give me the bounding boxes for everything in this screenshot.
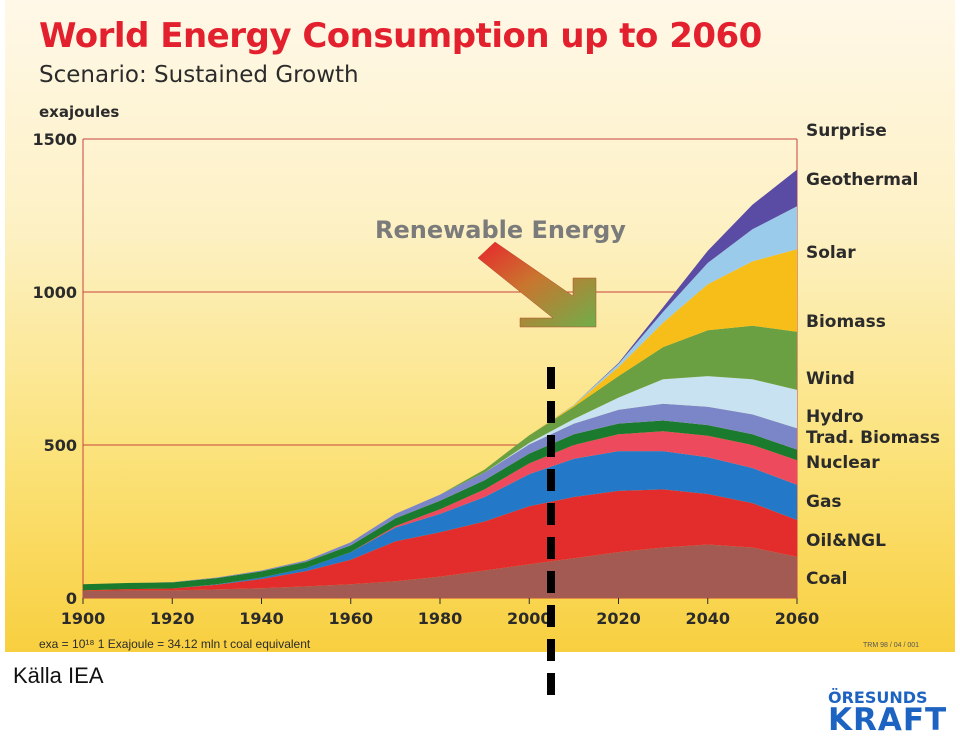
x-tick-label: 2040: [685, 609, 730, 628]
area-oil-ngl: [83, 489, 797, 591]
oresundskraft-logo: ÖRESUNDS KRAFT: [828, 688, 954, 738]
legend-label: Geothermal: [806, 170, 918, 190]
logo-line-1: ÖRESUNDS: [828, 688, 928, 707]
legend-label: Hydro: [806, 407, 864, 427]
legend-label: Surprise: [806, 121, 887, 141]
x-tick-label: 1900: [61, 609, 106, 628]
area-hydro: [83, 403, 797, 585]
logo-line-2: KRAFT: [828, 702, 948, 738]
area-solar: [83, 249, 797, 585]
energy-chart: 0 500 1000 1500 1900 1920 1940 1960 1980 2000 2020…: [32, 121, 940, 628]
x-tick-label: 1940: [239, 609, 284, 628]
x-tick-label: 1960: [328, 609, 373, 628]
x-tick-label: 1920: [150, 609, 195, 628]
dashed-marker-line: [547, 367, 555, 703]
document-code: TRM 98 / 04 / 001: [863, 642, 920, 649]
area-biomass: [83, 325, 797, 585]
y-tick-label: 0: [66, 589, 77, 608]
legend-label: Oil&NGL: [806, 531, 886, 551]
x-tick-label: 2020: [596, 609, 641, 628]
area-trad-biomass: [83, 420, 797, 591]
annotation-label: Renewable Energy: [375, 216, 626, 244]
legend-label: Coal: [806, 569, 847, 589]
x-tick-label: 1980: [418, 609, 463, 628]
y-tick-label: 500: [44, 436, 77, 455]
area-nuclear: [83, 431, 797, 591]
legend-label: Gas: [806, 492, 842, 512]
y-tick-label: 1000: [32, 283, 77, 302]
x-tick-label: 2000: [507, 609, 552, 628]
legend-label: Wind: [806, 369, 855, 389]
legend-label: Solar: [806, 243, 856, 263]
y-axis-unit: exajoules: [39, 103, 120, 121]
legend-label: Nuclear: [806, 453, 880, 473]
chart-poster: 0 500 1000 1500 1900 1920 1940 1960 1980 2000 2020…: [5, 0, 955, 652]
area-wind: [83, 376, 797, 585]
area-coal: [83, 544, 797, 598]
footnote: exa = 10¹⁸ 1 Exajoule = 34.12 mln t coal…: [39, 637, 311, 651]
x-tick-label: 2060: [775, 609, 820, 628]
chart-subtitle: Scenario: Sustained Growth: [39, 62, 359, 88]
legend-label: Trad. Biomass: [806, 428, 940, 448]
source-label: Källa IEA: [13, 663, 104, 688]
area-gas: [83, 451, 797, 591]
legend-label: Biomass: [806, 312, 886, 332]
chart-title: World Energy Consumption up to 2060: [39, 16, 762, 56]
renewable-arrow: [477, 241, 597, 328]
y-tick-label: 1500: [32, 130, 77, 149]
